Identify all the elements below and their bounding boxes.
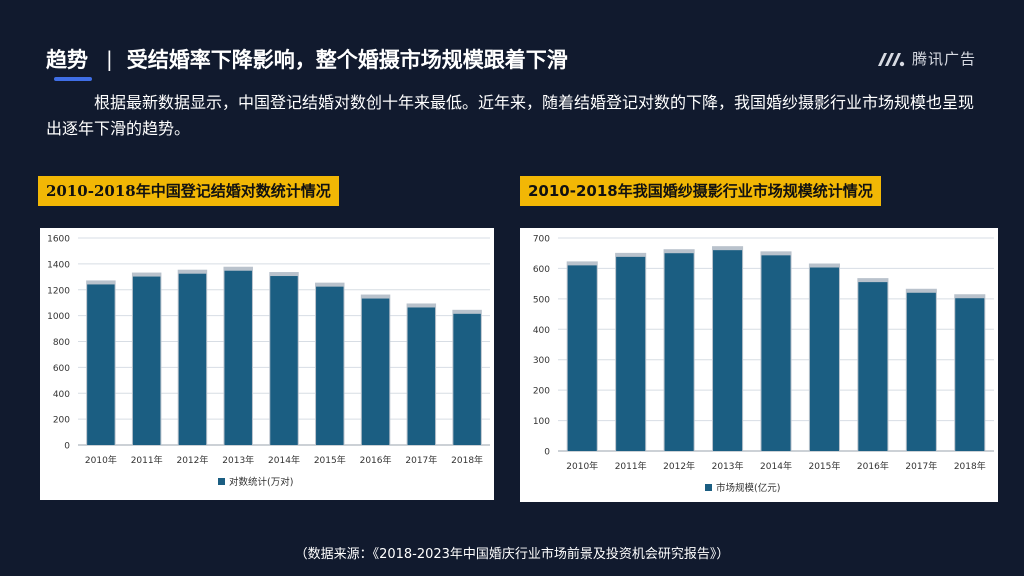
bar-2018年 (955, 298, 985, 451)
title-separator: | (106, 47, 113, 71)
bar-2014年 (270, 276, 298, 445)
x-tick-label: 2017年 (405, 454, 437, 466)
bar-2018年 (453, 313, 481, 445)
x-tick-label: 2016年 (360, 454, 392, 466)
y-tick-label: 100 (533, 417, 550, 427)
bar-2011年 (132, 276, 161, 445)
y-tick-label: 800 (53, 338, 70, 348)
data-source-note: （数据来源：《2018-2023年中国婚庆行业市场前景及投资机会研究报告》） (294, 547, 730, 562)
y-tick-label: 400 (533, 326, 550, 336)
y-tick-label: 1000 (47, 312, 70, 322)
legend-swatch (218, 478, 225, 485)
bar-2013年 (224, 270, 252, 445)
y-tick-label: 200 (533, 387, 550, 397)
legend-swatch (705, 484, 712, 491)
y-tick-label: 1400 (47, 260, 70, 270)
bar-2012年 (664, 253, 694, 451)
title-underline (54, 77, 92, 81)
bar-2010年 (567, 265, 597, 451)
y-tick-label: 200 (53, 416, 70, 426)
y-tick-label: 600 (53, 364, 70, 374)
legend-label: 对数统计(万对) (229, 476, 293, 488)
legend-label: 市场规模(亿元) (716, 482, 780, 494)
y-tick-label: 0 (64, 442, 70, 452)
x-tick-label: 2017年 (905, 460, 937, 472)
x-tick-label: 2018年 (451, 454, 483, 466)
x-tick-label: 2010年 (85, 454, 117, 466)
y-tick-label: 600 (533, 265, 550, 275)
marriages-bar-chart: 0 200 400 600 800 1000 1200 1400 1600 2010年 2011年 2… (47, 235, 490, 488)
y-tick-label: 300 (533, 356, 550, 366)
x-tick-label: 2012年 (176, 454, 208, 466)
bar-2017年 (906, 292, 936, 451)
x-tick-label: 2015年 (808, 460, 840, 472)
x-tick-label: 2012年 (663, 460, 695, 472)
bar-2015年 (809, 267, 839, 451)
bar-2016年 (858, 282, 888, 451)
y-tick-label: 700 (533, 235, 550, 245)
title-keyword: 趋势 (46, 48, 88, 72)
tencent-ads-logo-icon (878, 52, 905, 66)
x-tick-label: 2014年 (268, 454, 300, 466)
chart-title-market: 2010-2018年我国婚纱摄影行业市场规模统计情况 (520, 176, 881, 206)
page-title-row: 趋势 | 受结婚率下降影响，整个婚摄市场规模跟着下滑 (46, 44, 568, 74)
y-tick-label: 400 (53, 390, 70, 400)
market-size-bar-chart: 0 100 200 300 400 500 600 700 2010年 2011年 2012年 201… (533, 235, 994, 494)
y-tick-label: 0 (544, 448, 550, 458)
bar-2012年 (178, 273, 207, 445)
x-tick-label: 2016年 (857, 460, 889, 472)
x-tick-label: 2011年 (131, 454, 163, 466)
bar-2013年 (713, 250, 743, 451)
y-tick-label: 1200 (47, 286, 70, 296)
intro-paragraph: 根据最新数据显示，中国登记结婚对数创十年来最低。近年来，随着结婚登记对数的下降，… (46, 93, 975, 138)
x-tick-label: 2010年 (566, 460, 598, 472)
x-tick-label: 2015年 (314, 454, 346, 466)
x-tick-label: 2018年 (954, 460, 986, 472)
bar-2010年 (87, 284, 115, 445)
bar-2017年 (407, 307, 436, 445)
chart-panel-market: 0 100 200 300 400 500 600 700 2010年 2011年 2012年 201… (520, 228, 998, 502)
x-tick-label: 2013年 (712, 460, 744, 472)
tencent-ads-logo: 腾讯广告 (876, 48, 976, 69)
y-tick-label: 1600 (47, 235, 70, 245)
chart-title-marriages: 2010-2018年中国登记结婚对数统计情况 (38, 176, 339, 206)
y-tick-label: 500 (533, 295, 550, 305)
x-tick-label: 2014年 (760, 460, 792, 472)
x-tick-label: 2011年 (615, 460, 647, 472)
bar-2016年 (361, 298, 390, 445)
bar-2014年 (761, 255, 791, 451)
bar-2011年 (616, 256, 646, 451)
bar-2015年 (316, 286, 344, 445)
chart-panel-marriages: 0 200 400 600 800 1000 1200 1400 1600 2010年 2011年 2… (40, 228, 494, 500)
logo-text: 腾讯广告 (912, 50, 977, 68)
page-title: 受结婚率下降影响，整个婚摄市场规模跟着下滑 (126, 48, 568, 72)
x-tick-label: 2013年 (222, 454, 254, 466)
